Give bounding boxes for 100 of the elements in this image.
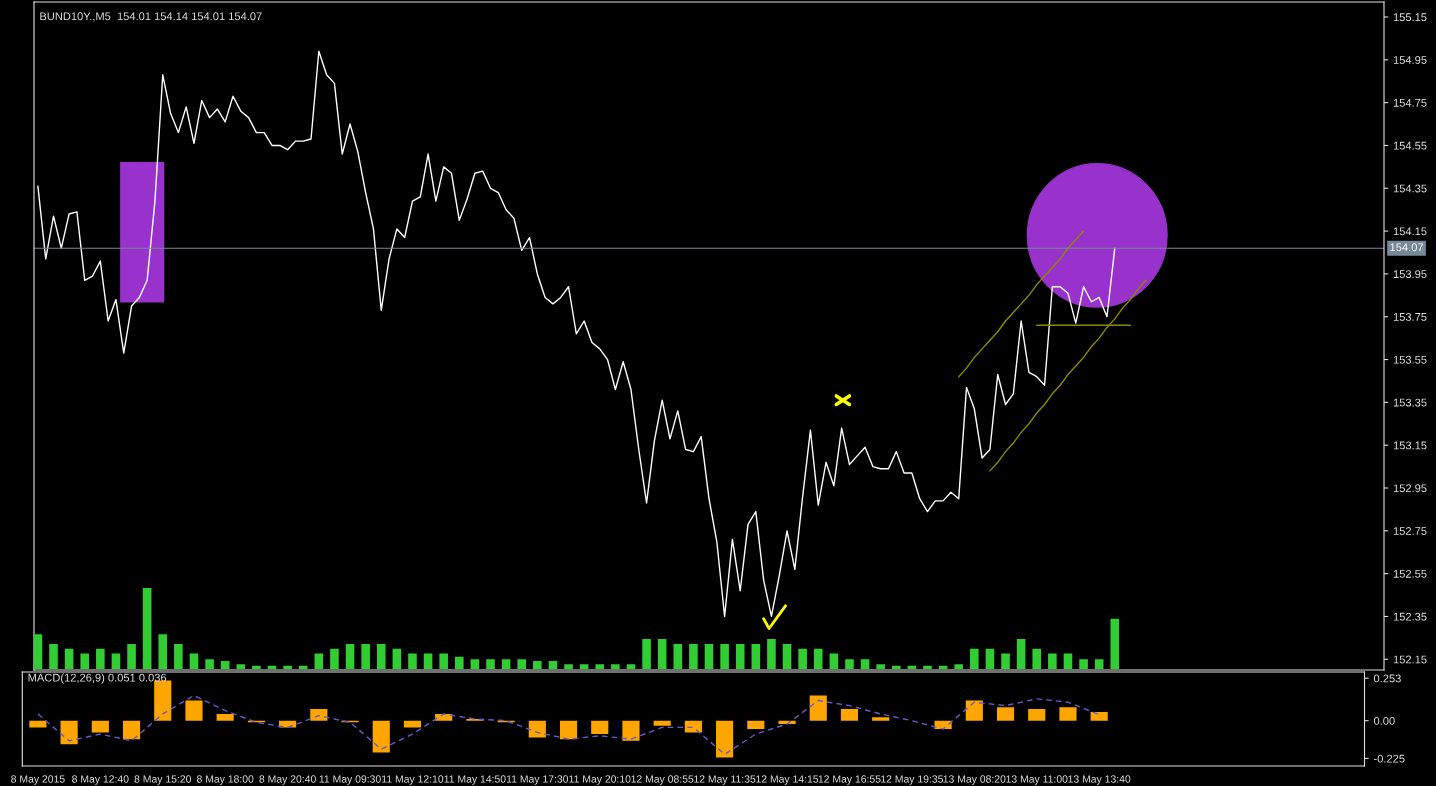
y-tick-label: 153.75 xyxy=(1393,313,1427,321)
x-tick-label: 12 May 14:15 xyxy=(756,775,819,785)
bar xyxy=(376,643,386,669)
bar xyxy=(122,720,141,740)
bar xyxy=(626,664,636,669)
bar xyxy=(501,659,511,669)
bar xyxy=(611,664,620,669)
ref-line-label: 154.07 xyxy=(1390,243,1423,252)
y-tick-label: 0.253 xyxy=(1373,674,1401,683)
bar xyxy=(33,634,43,669)
y-tick-label: 153.15 xyxy=(1393,441,1427,450)
bar xyxy=(653,720,671,726)
y-tick-label: 152.55 xyxy=(1393,569,1427,578)
bar xyxy=(622,720,640,741)
bar xyxy=(923,665,932,669)
x-tick-label: 8 May 15:20 xyxy=(134,775,192,785)
bar xyxy=(829,653,839,669)
bar xyxy=(954,664,963,669)
chart-title: MACD(12,26,9) 0.051 0.036 xyxy=(28,673,167,684)
bar xyxy=(1063,653,1073,669)
bar xyxy=(216,713,234,721)
bar xyxy=(189,653,199,669)
bar xyxy=(735,643,745,669)
bar xyxy=(1079,659,1088,669)
y-tick-label: 155.15 xyxy=(1393,13,1427,22)
bar xyxy=(751,643,761,669)
bar xyxy=(1016,639,1026,669)
bar xyxy=(470,659,480,669)
y-tick-label: 154.35 xyxy=(1393,184,1427,193)
bar xyxy=(970,648,979,669)
x-tick-label: 13 May 11:00 xyxy=(1006,775,1068,785)
bar xyxy=(716,720,734,758)
bar xyxy=(330,648,339,669)
bar xyxy=(408,653,417,669)
bar xyxy=(142,588,152,669)
y-tick-label: 154.55 xyxy=(1393,141,1427,150)
y-tick-label: 153.35 xyxy=(1393,398,1427,407)
bar xyxy=(548,660,558,669)
x-tick-label: 11 May 14:50 xyxy=(444,775,506,785)
bar xyxy=(220,660,230,669)
x-tick-label: 12 May 11:35 xyxy=(694,775,756,785)
bar xyxy=(372,720,390,753)
y-tick-label: 153.95 xyxy=(1393,270,1427,279)
bar xyxy=(439,653,448,669)
x-tick-label: 11 May 17:30 xyxy=(506,775,569,785)
bar xyxy=(392,648,402,669)
bar xyxy=(767,639,776,669)
y-tick-label: 154.95 xyxy=(1393,56,1427,64)
bar xyxy=(996,707,1015,721)
bar xyxy=(845,659,854,669)
y-tick-label: 152.35 xyxy=(1393,612,1427,621)
bar xyxy=(154,680,172,721)
y-tick-label: 153.55 xyxy=(1393,355,1427,364)
bar xyxy=(657,639,667,669)
bar xyxy=(872,717,890,721)
y-tick-label: 152.95 xyxy=(1393,484,1427,493)
bar xyxy=(1048,653,1057,669)
bar xyxy=(591,720,609,735)
bar xyxy=(423,653,433,669)
x-tick-label: 13 May 13:40 xyxy=(1068,775,1131,785)
bar xyxy=(1059,707,1077,721)
bar xyxy=(174,643,183,669)
x-tick-label: 13 May 08:20 xyxy=(943,775,1006,785)
bar xyxy=(127,643,136,669)
x-tick-label: 8 May 20:40 xyxy=(259,775,316,785)
bar xyxy=(49,643,58,669)
bar xyxy=(689,643,698,669)
bar xyxy=(891,665,901,669)
bar xyxy=(185,700,203,721)
x-tick-label: 8 May 18:00 xyxy=(196,775,254,785)
bar xyxy=(809,695,827,721)
bar xyxy=(158,634,168,669)
x-tick-label: 12 May 16:55 xyxy=(818,775,881,785)
y-tick-label: 154.15 xyxy=(1393,227,1427,236)
x-tick-label: 11 May 20:10 xyxy=(569,775,631,785)
bar xyxy=(533,660,542,669)
y-tick-label: 0.00 xyxy=(1373,716,1395,725)
bar xyxy=(798,648,807,669)
bar xyxy=(985,648,995,669)
bar xyxy=(1032,648,1042,669)
y-tick-label: 154.75 xyxy=(1393,99,1427,107)
bar xyxy=(345,643,355,669)
bar xyxy=(60,720,78,745)
bar xyxy=(579,664,589,669)
bar xyxy=(528,720,546,738)
bar xyxy=(283,665,292,669)
bar xyxy=(642,639,651,669)
line-series xyxy=(37,694,1100,755)
x-tick-label: 8 May 12:40 xyxy=(72,775,129,785)
bar xyxy=(517,659,527,669)
bar xyxy=(965,700,983,721)
bar xyxy=(298,665,308,669)
bar xyxy=(91,720,109,733)
x-tick-label: 12 May 08:55 xyxy=(631,775,694,785)
bar xyxy=(782,643,792,669)
x-tick-label: 11 May 09:30 xyxy=(319,775,381,785)
bar xyxy=(111,653,121,669)
bar xyxy=(564,664,573,669)
bar xyxy=(486,659,495,669)
x-tick-label: 8 May 2015 xyxy=(11,775,65,785)
